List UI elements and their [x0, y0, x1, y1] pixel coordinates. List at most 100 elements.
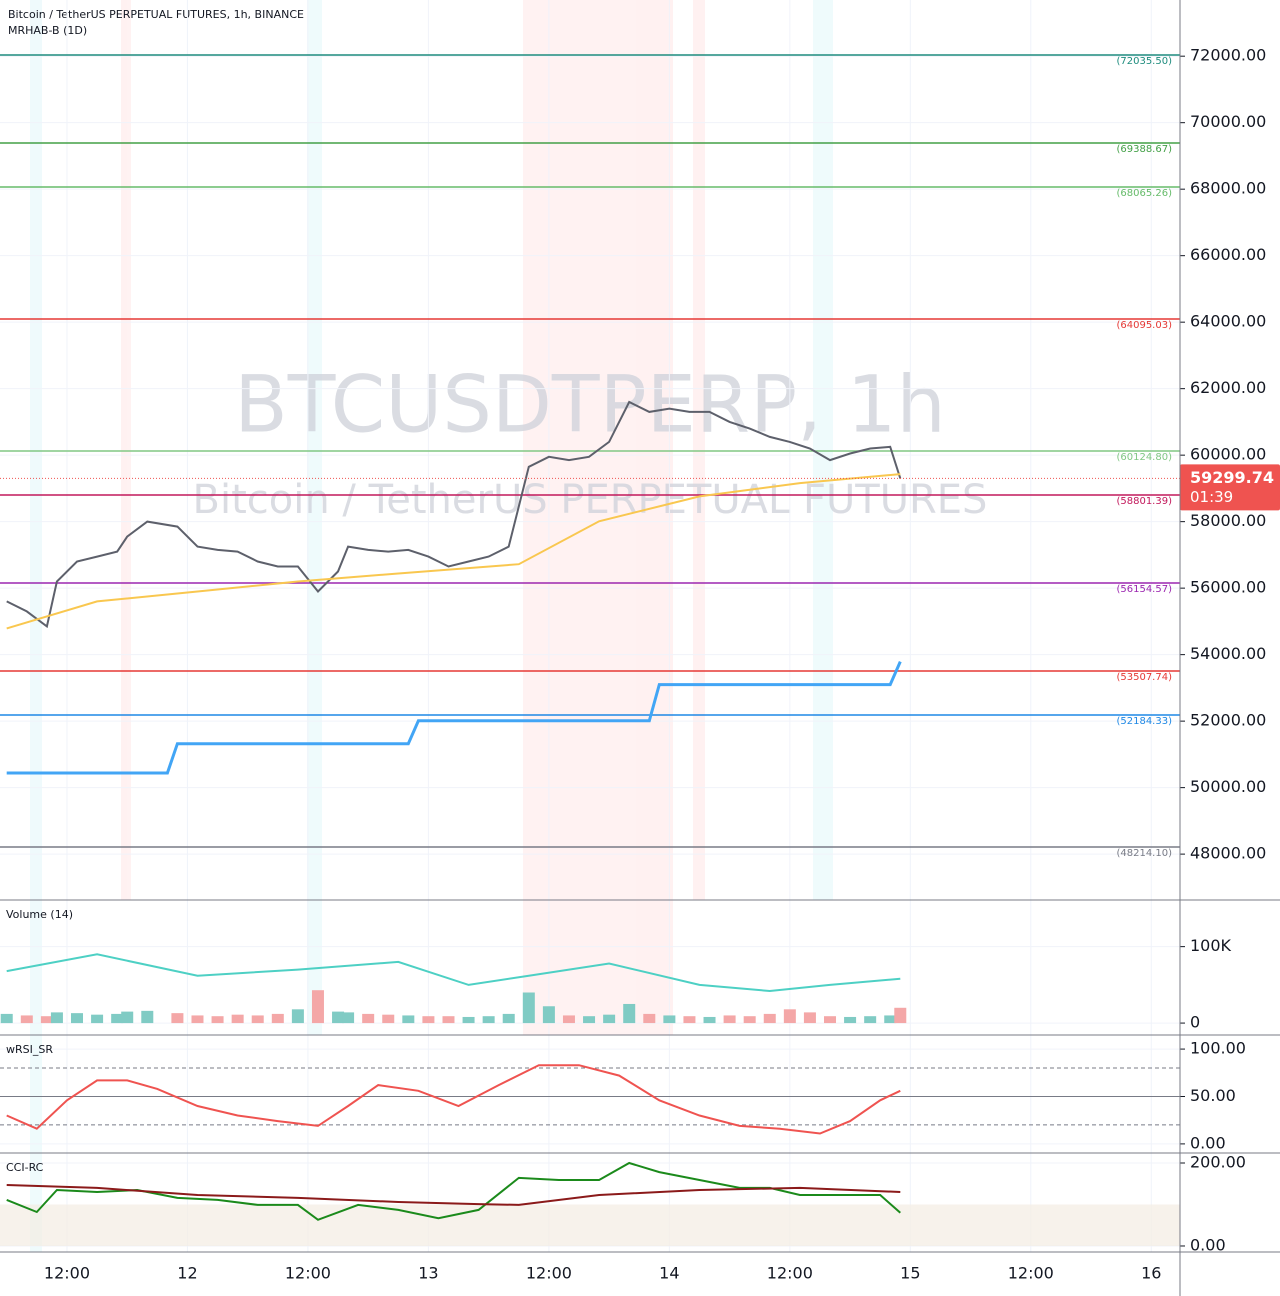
- volume-bar: [121, 1011, 134, 1024]
- volume-bar: [562, 1015, 575, 1024]
- x-tick-label: 16: [1141, 1264, 1161, 1283]
- volume-bar: [20, 1015, 33, 1024]
- y-tick-label: 200.00: [1190, 1153, 1246, 1172]
- volume-bar: [141, 1010, 154, 1024]
- last-price-countdown: 01:39: [1190, 488, 1233, 506]
- volume-bar: [382, 1014, 395, 1024]
- pane-title: wRSI_SR: [6, 1043, 53, 1056]
- level-label: (60124.80): [1116, 452, 1172, 463]
- volume-bar: [884, 1015, 897, 1024]
- level-label: (58801.39): [1116, 496, 1172, 507]
- y-tick-label: 56000.00: [1190, 578, 1266, 597]
- series-line: [6, 660, 902, 775]
- volume-bar: [271, 1013, 284, 1024]
- y-tick-label: 48000.00: [1190, 844, 1266, 863]
- volume-bar: [402, 1015, 415, 1024]
- volume-bar: [251, 1015, 264, 1024]
- band: [307, 0, 322, 1035]
- series-line: [6, 1184, 901, 1206]
- series-line: [6, 473, 901, 630]
- x-tick-label: 12:00: [767, 1264, 813, 1283]
- volume-bar: [643, 1013, 656, 1024]
- level-label: (52184.33): [1116, 716, 1172, 727]
- volume-bar: [111, 1013, 124, 1024]
- volume-bar: [603, 1014, 616, 1024]
- pane-title: Volume (14): [6, 908, 73, 921]
- volume-bar: [342, 1012, 355, 1024]
- volume-bar: [362, 1013, 375, 1024]
- y-tick-label: 100K: [1190, 936, 1232, 955]
- level-label: (53507.74): [1116, 672, 1172, 683]
- volume-bar: [191, 1015, 204, 1024]
- series-line: [6, 1064, 901, 1135]
- band: [0, 1204, 1180, 1246]
- y-tick-label: 54000.00: [1190, 644, 1266, 663]
- y-tick-label: 68000.00: [1190, 179, 1266, 198]
- volume-bar: [0, 1013, 13, 1024]
- volume-bar: [542, 1006, 555, 1024]
- band: [693, 0, 705, 900]
- x-tick-label: 13: [418, 1264, 438, 1283]
- y-tick-label: 62000.00: [1190, 378, 1266, 397]
- header-title: Bitcoin / TetherUS PERPETUAL FUTURES, 1h…: [8, 8, 304, 21]
- volume-bar: [844, 1016, 857, 1024]
- band: [813, 0, 833, 900]
- level-label: (48214.10): [1116, 848, 1172, 859]
- y-tick-label: 64000.00: [1190, 312, 1266, 331]
- x-tick-label: 12:00: [285, 1264, 331, 1283]
- volume-bar: [803, 1012, 816, 1024]
- series-line: [6, 953, 901, 993]
- x-tick-label: 12:00: [526, 1264, 572, 1283]
- x-tick-label: 12:00: [44, 1264, 90, 1283]
- y-tick-label: 0: [1190, 1013, 1200, 1032]
- y-tick-label: 66000.00: [1190, 245, 1266, 264]
- volume-bar: [211, 1016, 224, 1024]
- volume-bar: [723, 1015, 736, 1024]
- volume-bar: [743, 1016, 756, 1024]
- y-tick-label: 72000.00: [1190, 46, 1266, 65]
- volume-bar: [422, 1016, 435, 1024]
- volume-bar: [623, 1003, 636, 1024]
- header-indicator: MRHAB-B (1D): [8, 24, 87, 37]
- volume-bar: [291, 1009, 304, 1024]
- volume-bar: [783, 1009, 796, 1024]
- y-tick-label: 100.00: [1190, 1039, 1246, 1058]
- y-tick-label: 50000.00: [1190, 777, 1266, 796]
- volume-bar: [894, 1007, 907, 1024]
- level-label: (72035.50): [1116, 56, 1172, 67]
- y-tick-label: 60000.00: [1190, 445, 1266, 464]
- y-tick-label: 0.00: [1190, 1133, 1226, 1152]
- level-label: (64095.03): [1116, 320, 1172, 331]
- x-tick-label: 12:00: [1008, 1264, 1054, 1283]
- band: [523, 0, 673, 1035]
- volume-bar: [50, 1012, 63, 1024]
- x-tick-label: 12: [177, 1264, 197, 1283]
- x-tick-label: 14: [659, 1264, 679, 1283]
- y-tick-label: 58000.00: [1190, 511, 1266, 530]
- volume-bar: [171, 1013, 184, 1024]
- band: [30, 0, 42, 1252]
- volume-bar: [703, 1016, 716, 1024]
- y-tick-label: 70000.00: [1190, 112, 1266, 131]
- volume-bar: [91, 1014, 104, 1024]
- volume-bar: [663, 1015, 676, 1024]
- volume-bar: [502, 1013, 515, 1024]
- watermark-title: BTCUSDTPERP, 1h: [234, 360, 946, 450]
- volume-bar: [71, 1013, 84, 1024]
- y-tick-label: 50.00: [1190, 1086, 1236, 1105]
- level-label: (69388.67): [1116, 144, 1172, 155]
- level-label: (56154.57): [1116, 584, 1172, 595]
- volume-bar: [231, 1014, 244, 1024]
- volume-bar: [482, 1016, 495, 1024]
- watermark-subtitle: Bitcoin / TetherUS PERPETUAL FUTURES: [193, 477, 988, 523]
- y-tick-label: 52000.00: [1190, 711, 1266, 730]
- volume-bar: [311, 990, 324, 1024]
- volume-bar: [583, 1016, 596, 1024]
- volume-bar: [824, 1016, 837, 1024]
- x-tick-label: 15: [900, 1264, 920, 1283]
- volume-bar: [522, 992, 535, 1024]
- y-tick-label: 0.00: [1190, 1235, 1226, 1254]
- band: [121, 0, 131, 900]
